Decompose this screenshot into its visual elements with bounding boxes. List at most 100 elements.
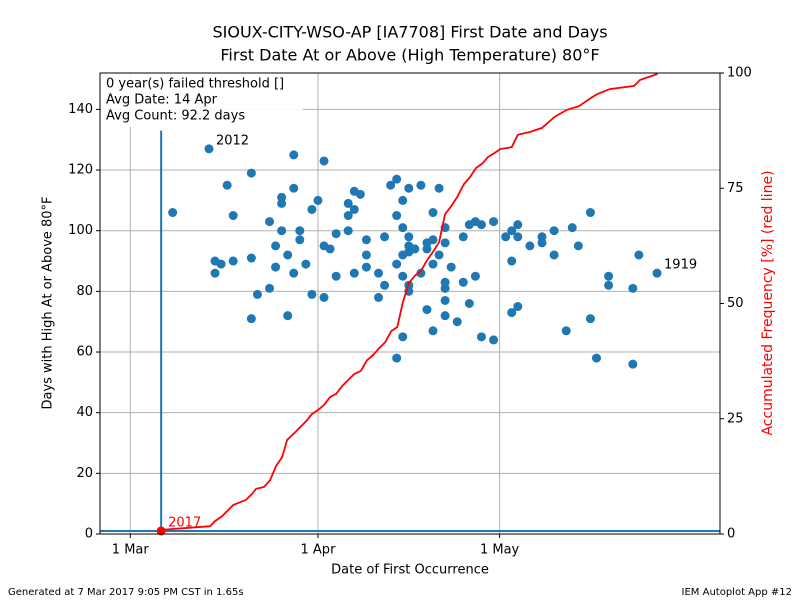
- y2-tick-label: 25: [727, 411, 744, 426]
- annotation: 1919: [664, 258, 697, 273]
- footer-left: Generated at 7 Mar 2017 9:05 PM CST in 1…: [8, 587, 244, 598]
- scatter-point: [349, 204, 359, 214]
- scatter-point: [374, 292, 384, 302]
- scatter-point: [228, 211, 238, 221]
- scatter-point: [422, 305, 432, 315]
- info-box-bg: [101, 74, 303, 127]
- scatter-point: [289, 268, 299, 278]
- y-tick-label: 120: [68, 163, 93, 178]
- scatter-point: [380, 280, 390, 290]
- scatter-point: [585, 208, 595, 218]
- x-axis-label: Date of First Occurrence: [331, 563, 489, 578]
- info-box: 0 year(s) failed threshold []Avg Date: 1…: [101, 74, 303, 127]
- scatter-point: [591, 353, 601, 363]
- scatter-point: [277, 198, 287, 208]
- scatter-point: [604, 280, 614, 290]
- scatter-point: [585, 314, 595, 324]
- scatter-point: [228, 256, 238, 266]
- scatter-point: [537, 238, 547, 248]
- x-tick-label: 1 Mar: [112, 543, 150, 558]
- scatter-point: [428, 235, 438, 245]
- chart-subtitle: First Date At or Above (High Temperature…: [220, 46, 599, 65]
- scatter-point: [464, 299, 474, 308]
- scatter-point: [246, 314, 256, 324]
- scatter-point: [422, 244, 432, 254]
- x-tick-label: 1 Apr: [301, 543, 337, 558]
- y-tick-label: 100: [68, 223, 93, 238]
- plot-frame: [99, 72, 721, 535]
- scatter-point: [440, 238, 450, 248]
- scatter-point: [331, 271, 341, 281]
- footer-right: IEM Autoplot App #12: [682, 587, 792, 598]
- y2-tick-label: 75: [727, 181, 744, 196]
- scatter-point: [628, 283, 638, 293]
- scatter-point: [476, 332, 486, 342]
- scatter-point: [398, 223, 408, 233]
- scatter-point: [283, 311, 293, 321]
- scatter-point: [513, 232, 523, 242]
- scatter-point: [507, 256, 517, 266]
- y2-axis-label: Accumulated Frequency [%] (red line): [760, 170, 776, 435]
- scatter-point: [507, 226, 517, 236]
- scatter-point: [404, 232, 414, 242]
- scatter-point: [434, 183, 444, 193]
- scatter-point: [386, 180, 396, 190]
- chart-title: SIOUX-CITY-WSO-AP [IA7708] First Date an…: [212, 23, 607, 42]
- scatter-point: [392, 259, 402, 269]
- scatter-point: [265, 283, 275, 293]
- scatter-point: [440, 295, 450, 305]
- scatter-point: [392, 174, 402, 184]
- scatter-point: [343, 198, 353, 208]
- scatter-point: [361, 250, 371, 260]
- scatter-point: [392, 211, 402, 221]
- scatter-point: [319, 292, 329, 302]
- scatter-point: [271, 262, 281, 272]
- scatter-point: [331, 229, 341, 239]
- highlight-point: [156, 526, 166, 536]
- scatter-point: [446, 262, 456, 272]
- y-axis-label: Days with High At or Above 80°F: [41, 196, 56, 409]
- scatter-point: [222, 180, 232, 190]
- y-tick-label: 60: [76, 345, 93, 360]
- scatter-point: [604, 271, 614, 281]
- scatter-point: [416, 268, 426, 278]
- scatter-point: [246, 168, 256, 178]
- scatter-point: [428, 208, 438, 218]
- annotation: 2017: [168, 515, 201, 530]
- scatter-point: [168, 208, 178, 218]
- scatter-point: [476, 220, 486, 230]
- scatter-point: [428, 259, 438, 269]
- scatter-point: [204, 144, 214, 154]
- scatter-point: [355, 189, 365, 199]
- scatter-point: [652, 268, 662, 278]
- scatter-point: [489, 217, 499, 227]
- scatter-point: [374, 268, 384, 278]
- scatter-point: [434, 250, 444, 260]
- scatter-point: [349, 268, 359, 278]
- scatter-point: [525, 241, 535, 251]
- scatter-point: [567, 223, 577, 233]
- scatter-point: [440, 283, 450, 293]
- scatter-point: [404, 183, 414, 193]
- y-tick-label: 40: [76, 405, 93, 420]
- scatter-point: [513, 220, 523, 230]
- frequency-line: [161, 73, 658, 531]
- scatter-point: [283, 250, 293, 260]
- scatter-point: [361, 235, 371, 245]
- scatter-point: [416, 180, 426, 190]
- scatter-point: [313, 195, 323, 205]
- y-tick-label: 80: [76, 284, 93, 299]
- y2-tick-label: 50: [727, 296, 744, 311]
- x-tick-label: 1 May: [480, 543, 520, 558]
- scatter-point: [561, 326, 571, 336]
- scatter-point: [265, 217, 275, 227]
- annotation: 2012: [216, 133, 249, 148]
- scatter-point: [513, 302, 523, 312]
- scatter-point: [343, 211, 353, 221]
- y2-tick-label: 100: [727, 66, 752, 81]
- scatter-point: [343, 226, 353, 236]
- scatter-point: [634, 250, 644, 260]
- scatter-point: [458, 277, 468, 287]
- scatter-point: [380, 232, 390, 242]
